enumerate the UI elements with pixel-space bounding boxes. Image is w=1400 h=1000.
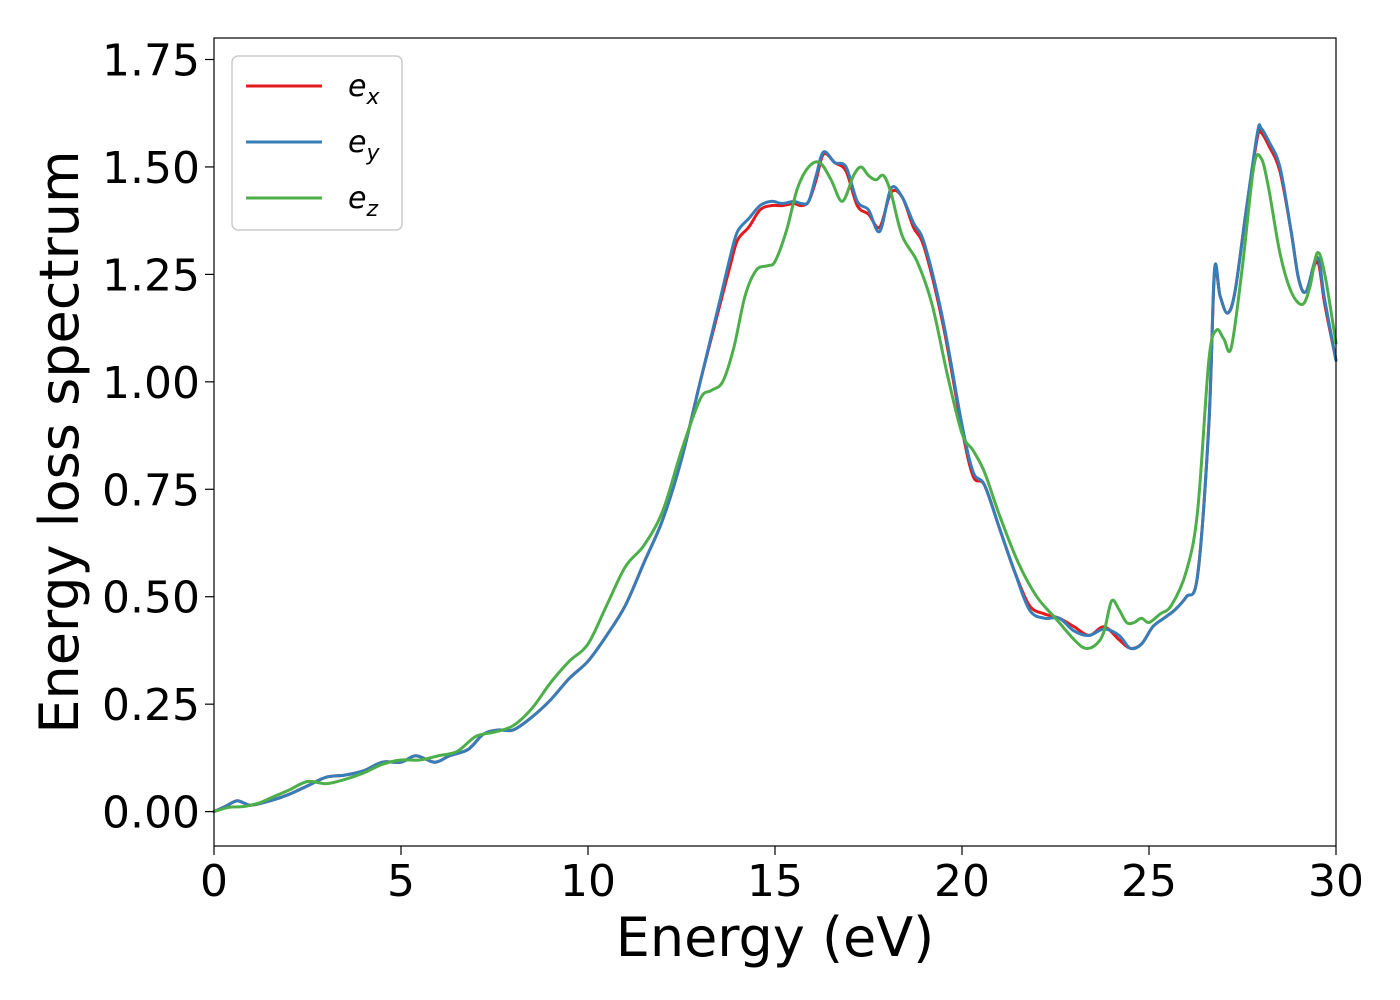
series-line-e-z <box>212 153 1338 814</box>
y-tick-label: 0.25 <box>102 680 200 731</box>
y-tick-label: 1.00 <box>102 358 200 409</box>
legend-label-main: e <box>348 69 366 104</box>
y-tick-label: 0.50 <box>102 573 200 624</box>
y-tick-label: 0.00 <box>102 788 200 839</box>
legend-label-main: e <box>348 181 366 216</box>
legend-label-main: e <box>348 125 366 160</box>
series-layer <box>212 123 1338 814</box>
x-tick-label: 15 <box>747 856 803 907</box>
x-tick-label: 30 <box>1308 856 1364 907</box>
legend-label-subscript: y <box>365 141 380 166</box>
x-tick-label: 10 <box>560 856 616 907</box>
x-axis-ticks: 0 5 10 15 20 25 30 <box>200 846 1364 907</box>
x-tick-label: 0 <box>200 856 228 907</box>
legend-label: ey <box>348 125 380 166</box>
y-tick-label: 1.25 <box>102 250 200 301</box>
x-tick-label: 25 <box>1121 856 1177 907</box>
y-axis-label: Energy loss spectrum <box>28 150 91 733</box>
legend-label: ex <box>348 69 380 110</box>
y-axis-ticks: 0.00 0.25 0.50 0.75 1.00 1.25 1.50 1.75 <box>102 35 214 839</box>
legend-label: ez <box>348 181 378 222</box>
y-tick-label: 0.75 <box>102 465 200 516</box>
legend-label-subscript: x <box>365 85 380 110</box>
x-axis-label: Energy (eV) <box>616 906 935 969</box>
x-tick-label: 20 <box>934 856 990 907</box>
series-line-e-y <box>212 123 1338 814</box>
y-tick-label: 1.50 <box>102 143 200 194</box>
legend-label-subscript: z <box>365 197 378 222</box>
x-tick-label: 5 <box>387 856 415 907</box>
y-tick-label: 1.75 <box>102 35 200 86</box>
